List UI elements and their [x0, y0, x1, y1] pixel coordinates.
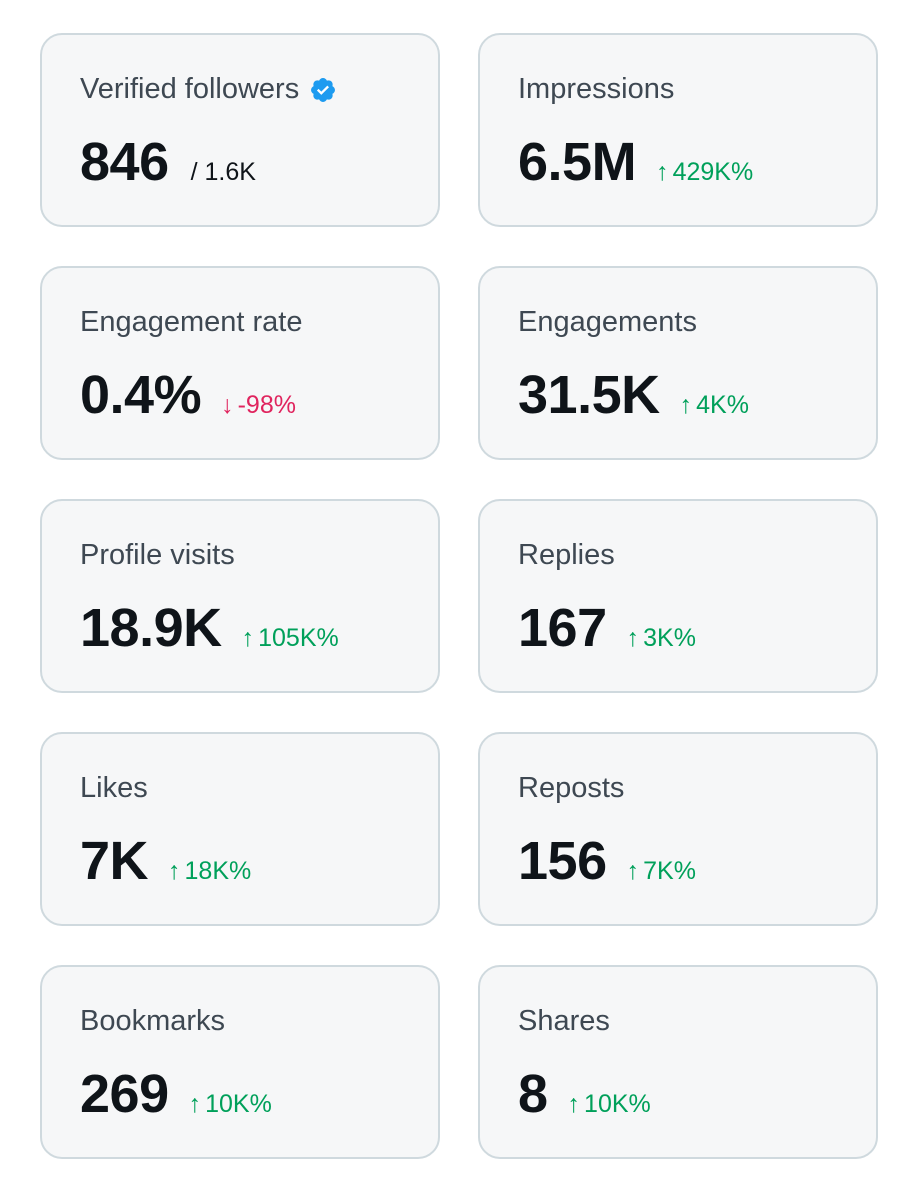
card-delta: ↑ 10K%	[189, 1090, 272, 1119]
card-value-row: 31.5K ↑ 4K%	[518, 368, 749, 422]
card-reposts[interactable]: Reposts 156 ↑ 7K%	[478, 732, 878, 926]
card-delta: ↑ 10K%	[568, 1090, 651, 1119]
card-engagement-rate[interactable]: Engagement rate 0.4% ↓ -98%	[40, 266, 440, 460]
card-value: 7K	[80, 831, 149, 891]
card-label: Verified followers	[80, 73, 300, 105]
card-replies[interactable]: Replies 167 ↑ 3K%	[478, 499, 878, 693]
card-impressions[interactable]: Impressions 6.5M ↑ 429K%	[478, 33, 878, 227]
verified-check-icon	[311, 77, 336, 102]
arrow-up-icon: ↑	[626, 857, 640, 885]
card-value-row: 846 / 1.6K	[80, 135, 256, 189]
card-value: 31.5K	[518, 365, 660, 425]
card-value: 8	[518, 1064, 548, 1124]
card-value-row: 7K ↑ 18K%	[80, 834, 251, 888]
card-value-row: 167 ↑ 3K%	[518, 601, 696, 655]
card-delta-value: 18K%	[184, 857, 252, 885]
card-delta-value: 4K%	[696, 391, 749, 419]
card-label: Bookmarks	[80, 1005, 226, 1037]
arrow-up-icon: ↑	[241, 624, 255, 652]
card-delta: ↑ 4K%	[680, 391, 749, 420]
arrow-up-icon: ↑	[626, 624, 640, 652]
card-value-row: 269 ↑ 10K%	[80, 1067, 272, 1121]
arrow-up-icon: ↑	[567, 1090, 581, 1118]
card-delta: ↑ 105K%	[242, 624, 339, 653]
arrow-up-icon: ↑	[188, 1090, 202, 1118]
card-delta-value: 3K%	[643, 624, 696, 652]
card-likes[interactable]: Likes 7K ↑ 18K%	[40, 732, 440, 926]
card-label: Engagements	[518, 306, 697, 338]
card-delta: ↑ 429K%	[656, 158, 753, 187]
card-shares[interactable]: Shares 8 ↑ 10K%	[478, 965, 878, 1159]
card-verified-followers[interactable]: Verified followers 846 / 1.6K	[40, 33, 440, 227]
card-value-row: 8 ↑ 10K%	[518, 1067, 651, 1121]
card-value: 846	[80, 132, 169, 192]
card-label: Reposts	[518, 772, 625, 804]
analytics-grid: Verified followers 846 / 1.6K Impression…	[40, 33, 878, 1159]
card-value-row: 0.4% ↓ -98%	[80, 368, 296, 422]
card-delta-value: -98%	[237, 391, 296, 419]
arrow-up-icon: ↑	[656, 158, 669, 186]
card-total: / 1.6K	[190, 158, 256, 186]
card-value: 6.5M	[518, 132, 637, 192]
card-label: Replies	[518, 539, 615, 571]
card-delta-value: 7K%	[643, 857, 696, 885]
card-label: Engagement rate	[80, 306, 303, 338]
arrow-down-icon: ↓	[221, 391, 234, 419]
card-label: Impressions	[518, 73, 675, 105]
card-delta: ↑ 18K%	[168, 857, 251, 886]
card-delta: ↑ 7K%	[627, 857, 696, 886]
card-delta-value: 10K%	[584, 1090, 651, 1118]
card-label: Profile visits	[80, 539, 235, 571]
card-engagements[interactable]: Engagements 31.5K ↑ 4K%	[478, 266, 878, 460]
card-delta-value: 105K%	[258, 624, 339, 652]
card-delta-value: 429K%	[672, 158, 754, 186]
card-value-row: 156 ↑ 7K%	[518, 834, 696, 888]
card-label: Likes	[80, 772, 148, 804]
card-bookmarks[interactable]: Bookmarks 269 ↑ 10K%	[40, 965, 440, 1159]
card-value: 269	[80, 1064, 169, 1124]
arrow-up-icon: ↑	[679, 391, 693, 419]
card-delta-value: 10K%	[205, 1090, 272, 1118]
card-value: 18.9K	[80, 598, 222, 658]
card-delta: ↑ 3K%	[627, 624, 696, 653]
card-value: 167	[518, 598, 607, 658]
card-value: 156	[518, 831, 607, 891]
card-profile-visits[interactable]: Profile visits 18.9K ↑ 105K%	[40, 499, 440, 693]
card-delta: ↓ -98%	[221, 391, 296, 420]
card-label: Shares	[518, 1005, 610, 1037]
card-value-row: 6.5M ↑ 429K%	[518, 135, 753, 189]
card-value-row: 18.9K ↑ 105K%	[80, 601, 339, 655]
card-value: 0.4%	[80, 365, 202, 425]
arrow-up-icon: ↑	[168, 857, 181, 885]
card-label-row: Verified followers	[80, 73, 337, 106]
